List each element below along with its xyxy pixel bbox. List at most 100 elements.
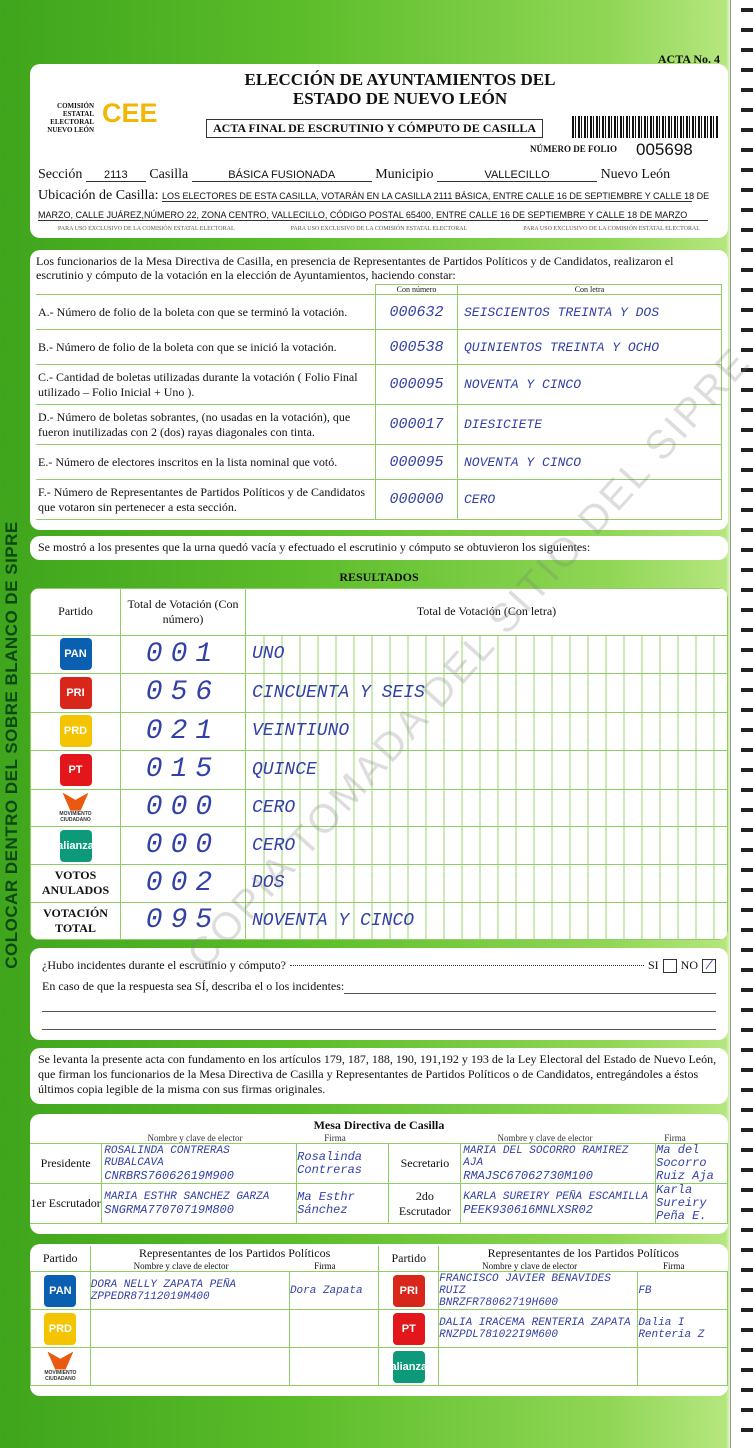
strip-mark (741, 828, 753, 832)
member-clave[interactable]: RMAJSC67062730M100 (463, 1168, 593, 1183)
incidents-line[interactable] (42, 994, 716, 1012)
count-number[interactable]: 000632 (375, 294, 458, 330)
strip-mark (741, 1428, 753, 1432)
mesa-title: Mesa Directiva de Casilla (313, 1118, 445, 1132)
result-number[interactable]: 095 (120, 901, 246, 940)
rep-name[interactable]: DALIA IRACEMA RENTERIA ZAPATA (439, 1316, 631, 1329)
strip-mark (741, 468, 753, 472)
strip-mark (741, 1348, 753, 1352)
exclusive-note: PARA USO EXCLUSIVO DE LA COMISIÓN ESTATA… (523, 226, 700, 232)
count-label: F.- Número de Representantes de Partidos… (36, 479, 376, 520)
rep-clave[interactable]: ZPPEDR87112019M400 (90, 1290, 210, 1303)
member-name[interactable]: ROSALINDA CONTRERAS RUBALCAVA (104, 1144, 230, 1169)
strip-mark (741, 288, 753, 292)
incidents-line[interactable] (42, 1012, 716, 1030)
strip-mark (741, 1048, 753, 1052)
member-clave[interactable]: CNRBRS76062619M900 (104, 1168, 234, 1183)
member-clave[interactable]: PEEK930616MNLXSR02 (463, 1202, 593, 1217)
row-label: VOTACIÓN TOTAL (43, 905, 108, 935)
strip-mark (741, 848, 753, 852)
rep-clave[interactable]: BNRZFR78062719H600 (439, 1296, 558, 1309)
count-number[interactable]: 000538 (375, 329, 458, 365)
result-number[interactable]: 056 (120, 673, 246, 713)
party-logo-prd: PRD (59, 715, 92, 748)
count-label: B.- Número de folio de la boleta con que… (36, 329, 376, 365)
strip-mark (741, 1188, 753, 1192)
header-panel: ELECCIÓN DE AYUNTAMIENTOS DEL ESTADO DE … (30, 64, 728, 238)
strip-mark (741, 648, 753, 652)
result-number[interactable]: 000 (120, 825, 246, 866)
result-row: PRI 056 CINCUENTA Y SEIS (30, 673, 728, 713)
member-name[interactable]: MARIA ESTHR SANCHEZ GARZA (104, 1190, 270, 1203)
result-number[interactable]: 000 (120, 788, 246, 827)
rep-clave[interactable]: RNZPDL781022I9M600 (439, 1328, 558, 1341)
party-logo-pt: PT (59, 753, 92, 786)
strip-mark (741, 528, 753, 532)
strip-mark (741, 668, 753, 672)
no-checkbox[interactable]: / (702, 958, 716, 973)
role-label: 1er Escrutador (30, 1183, 103, 1224)
title-line-2: ESTADO DE NUEVO LEÓN (292, 89, 508, 108)
strip-mark (741, 708, 753, 712)
count-letters[interactable]: DIESICIETE (457, 404, 722, 445)
strip-mark (741, 868, 753, 872)
strip-mark (741, 728, 753, 732)
role-label: Secretario (388, 1143, 462, 1184)
party-logo-mc: MOVIMIENTO CIUDADANO (56, 792, 96, 823)
count-number[interactable]: 000095 (375, 364, 458, 405)
strip-mark (741, 888, 753, 892)
exclusive-note: PARA USO EXCLUSIVO DE LA COMISIÓN ESTATA… (290, 226, 468, 232)
count-number[interactable]: 000000 (375, 479, 458, 520)
member-clave[interactable]: SNGRMA77070719M800 (104, 1202, 234, 1217)
count-label: A.- Número de folio de la boleta con que… (36, 294, 376, 330)
col-firma: Firma (664, 1133, 686, 1143)
count-letters[interactable]: SEISCIENTOS TREINTA Y DOS (457, 294, 722, 330)
incidents-panel: ¿Hubo incidentes durante el escrutinio y… (30, 948, 728, 1040)
result-number[interactable]: 002 (120, 864, 246, 903)
count-number[interactable]: 000017 (375, 404, 458, 445)
party-name: MOVIMIENTO CIUDADANO (59, 810, 92, 823)
result-number[interactable]: 021 (120, 711, 246, 752)
count-letters[interactable]: NOVENTA Y CINCO (457, 444, 722, 480)
member-name[interactable]: MARIA DEL SOCORRO RAMIREZ AJA (463, 1144, 629, 1169)
count-row: F.- Número de Representantes de Partidos… (36, 479, 722, 520)
mesa-row: Presidente ROSALINDA CONTRERAS RUBALCAVA C… (30, 1143, 728, 1184)
rep-signature: Dalia I Renteria Z (637, 1309, 728, 1348)
result-letters[interactable]: CERO (245, 825, 728, 866)
strip-mark (741, 1228, 753, 1232)
member-name[interactable]: KARLA SUREIRY PEÑA ESCAMILLA (463, 1190, 649, 1203)
result-letters[interactable]: VEINTIUNO (245, 711, 728, 752)
strip-mark (741, 608, 753, 612)
col-con-numero: Con número (375, 284, 458, 295)
result-letters[interactable]: UNO (245, 634, 728, 675)
count-number[interactable]: 000095 (375, 444, 458, 480)
result-letters[interactable]: QUINCE (245, 750, 728, 790)
result-letters[interactable]: DOS (245, 864, 728, 903)
reps-panel: Partido Representantes de los Partidos P… (30, 1244, 728, 1396)
incidents-question: ¿Hubo incidentes durante el escrutinio y… (42, 958, 286, 972)
rep-name[interactable]: DORA NELLY ZAPATA PEÑA (90, 1278, 237, 1291)
strip-mark (741, 948, 753, 952)
count-letters[interactable]: CERO (457, 479, 722, 520)
count-letters[interactable]: QUINIENTOS TREINTA Y OCHO (457, 329, 722, 365)
result-letters[interactable]: CERO (245, 788, 728, 827)
seccion-value: 2113 (85, 169, 146, 182)
reps-table: Partido Representantes de los Partidos P… (30, 1246, 728, 1386)
count-row: C.- Cantidad de boletas utilizadas duran… (36, 364, 722, 405)
count-letters[interactable]: NOVENTA Y CINCO (457, 364, 722, 405)
result-number[interactable]: 001 (120, 634, 246, 675)
rep-name[interactable]: FRANCISCO JAVIER BENAVIDES RUIZ (439, 1272, 611, 1297)
col-total-letra: Total de Votación (Con letra) (245, 588, 728, 636)
result-row: PRD 021 VEINTIUNO (30, 711, 728, 752)
counts-panel: Los funcionarios de la Mesa Directiva de… (30, 250, 728, 530)
side-instruction: COLOCAR DENTRO DEL SOBRE BLANCO DE SIPRE (2, 521, 21, 969)
strip-mark (741, 1308, 753, 1312)
strip-mark (741, 808, 753, 812)
result-letters[interactable]: NOVENTA Y CINCO (245, 901, 728, 940)
result-letters[interactable]: CINCUENTA Y SEIS (245, 673, 728, 713)
si-checkbox[interactable] (662, 958, 677, 973)
col-partido: Partido (378, 1246, 440, 1272)
rep-signature: Dora Zapata (288, 1271, 380, 1310)
strip-mark (741, 928, 753, 932)
result-number[interactable]: 015 (120, 750, 246, 790)
